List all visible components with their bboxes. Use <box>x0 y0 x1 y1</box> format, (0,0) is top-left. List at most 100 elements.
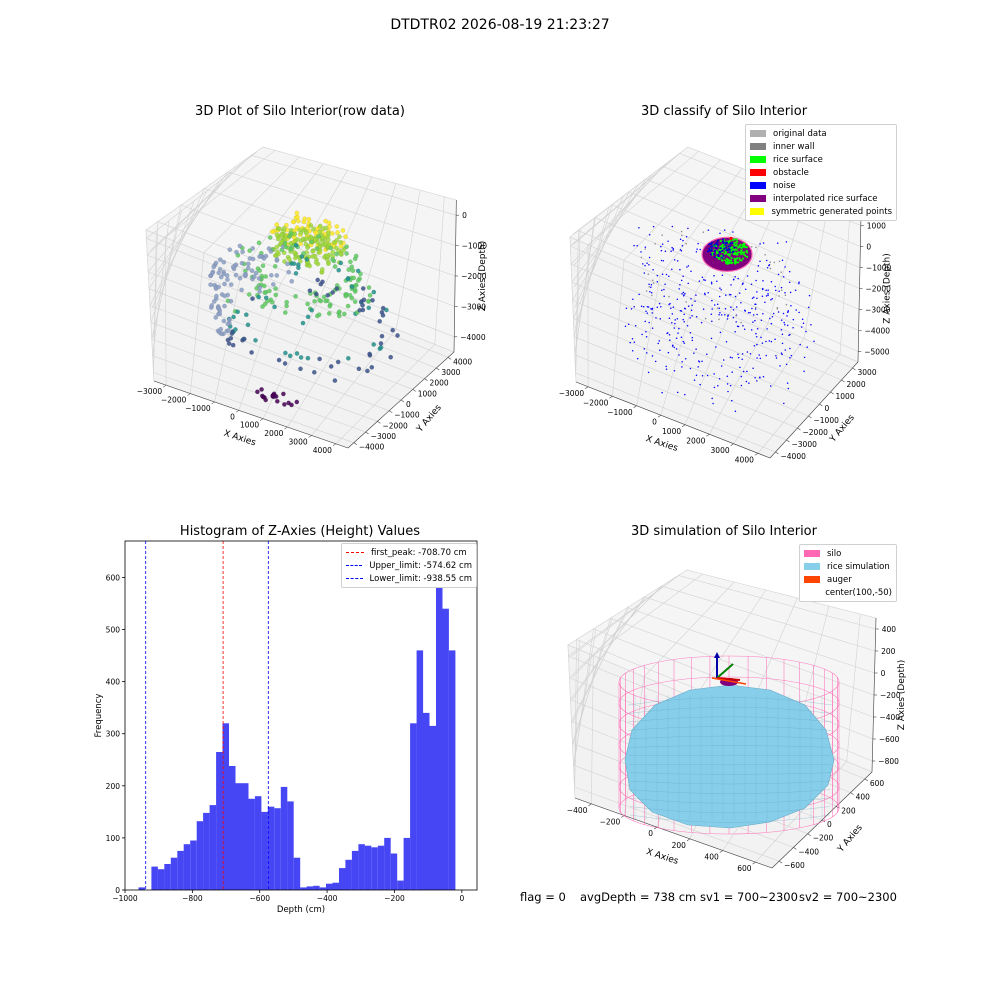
noise-point <box>676 260 679 262</box>
noise-point <box>795 309 797 311</box>
legend-label: interpolated rice surface <box>773 193 878 204</box>
noise-point <box>695 294 697 296</box>
scatter-point <box>247 256 253 261</box>
noise-point <box>625 307 628 310</box>
noise-point <box>727 390 729 393</box>
noise-point <box>782 276 785 278</box>
noise-point <box>787 387 790 390</box>
scatter-point <box>345 355 351 361</box>
inner-wall-point <box>652 282 655 284</box>
noise-point <box>701 360 703 363</box>
noise-point <box>670 307 672 310</box>
y-tick-label: 1000 <box>836 392 855 401</box>
scatter-point <box>218 326 224 332</box>
grid-line <box>238 170 348 411</box>
noise-point <box>758 354 760 356</box>
x-tick-label: −1000 <box>112 894 138 903</box>
noise-point <box>741 358 743 361</box>
scatter-point <box>319 267 325 272</box>
scatter-point <box>267 288 272 294</box>
noise-point <box>752 321 754 323</box>
noise-point <box>722 242 725 244</box>
legend-swatch <box>750 143 766 150</box>
legend-item: rice simulation <box>804 560 892 573</box>
x-tick-label: 4000 <box>735 455 754 464</box>
noise-point <box>722 240 725 243</box>
noise-point <box>780 329 783 331</box>
grid-line <box>145 151 449 358</box>
mesh-line <box>629 814 831 823</box>
noise-point <box>806 346 808 348</box>
noise-point <box>710 337 713 340</box>
grid-line <box>573 178 861 288</box>
scatter-point <box>325 237 331 243</box>
noise-point <box>658 340 661 342</box>
noise-point <box>685 235 688 238</box>
inner-wall-point <box>651 279 654 282</box>
scatter-point <box>274 244 280 250</box>
y-tick <box>819 403 823 407</box>
noise-point <box>680 249 683 252</box>
noise-point <box>786 382 789 384</box>
inner-wall-point <box>755 246 757 249</box>
scatter-point <box>360 307 366 313</box>
scatter-point <box>227 317 232 323</box>
scatter-point <box>367 351 372 357</box>
scatter-point <box>221 259 227 265</box>
noise-point <box>700 321 703 324</box>
scatter-point <box>287 353 293 359</box>
grid-line <box>572 596 875 700</box>
scatter-point <box>326 261 331 267</box>
histogram-bar <box>410 723 417 890</box>
scatter-point <box>310 248 316 254</box>
noise-point <box>682 275 684 277</box>
noise-point <box>799 343 801 346</box>
scatter-point <box>313 260 319 265</box>
noise-point <box>713 304 716 306</box>
noise-point <box>782 312 785 315</box>
noise-point <box>638 227 640 229</box>
scatter-point <box>272 263 278 269</box>
noise-point <box>731 371 733 373</box>
rice-surface-point <box>744 246 747 249</box>
noise-point <box>746 351 749 353</box>
noise-point <box>640 305 643 308</box>
noise-point <box>658 302 661 305</box>
rice-surface-point <box>737 251 740 254</box>
noise-point <box>674 322 676 325</box>
y-tick <box>852 367 856 371</box>
noise-point <box>746 275 749 277</box>
noise-point <box>706 250 709 253</box>
scatter-point <box>242 272 248 278</box>
scatter-point <box>305 314 311 320</box>
noise-point <box>757 264 760 267</box>
scatter-point <box>257 268 263 273</box>
rice-surface-point <box>742 257 745 260</box>
scatter-point <box>332 378 338 383</box>
legend-item: center(100,-50) <box>804 586 892 599</box>
rice-surface-point <box>742 245 745 248</box>
rice-surface-point <box>733 238 736 241</box>
noise-point <box>731 399 733 402</box>
rice-surface-point <box>723 259 727 262</box>
noise-point <box>719 232 721 234</box>
noise-point <box>662 259 665 262</box>
noise-point <box>754 319 756 322</box>
histogram-bar <box>280 786 288 890</box>
scatter-point <box>231 314 236 320</box>
noise-point <box>638 293 640 296</box>
inner-wall-point <box>668 295 670 298</box>
legend-label: silo <box>827 548 842 559</box>
noise-point <box>676 317 679 320</box>
y-tick-label: 400 <box>106 678 121 687</box>
noise-point <box>770 340 773 343</box>
noise-point <box>710 281 713 284</box>
noise-point <box>724 242 727 245</box>
noise-point <box>645 310 647 312</box>
noise-point <box>682 291 685 294</box>
noise-point <box>683 342 686 344</box>
noise-point <box>642 306 645 308</box>
noise-point <box>684 358 687 360</box>
grid-line <box>575 230 859 372</box>
scatter-point <box>315 277 321 283</box>
